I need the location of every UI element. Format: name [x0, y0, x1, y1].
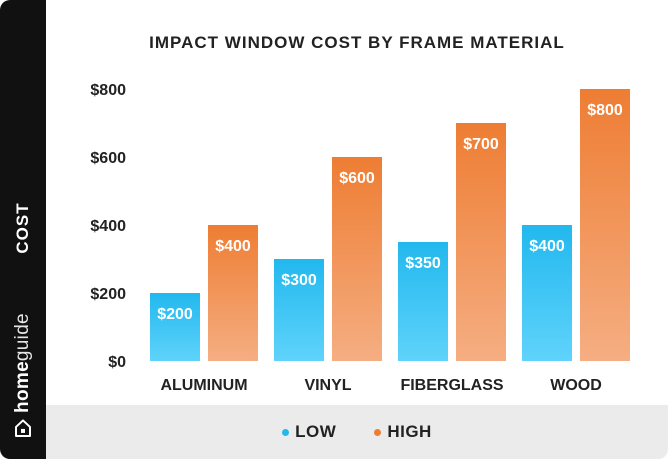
- y-tick-label: $0: [108, 354, 126, 371]
- bar-high: [208, 225, 258, 361]
- data-label: $700: [463, 136, 499, 153]
- bar-chart: $0 $200 $400 $600 $800 $200 $400 ALUMINUM $300 $6…: [90, 82, 630, 394]
- legend-label-high: HIGH: [387, 422, 432, 441]
- brand-name-light: guide: [12, 313, 33, 362]
- x-tick-label: ALUMINUM: [160, 377, 247, 394]
- brand-logo: homeguide: [12, 313, 34, 437]
- data-label: $300: [281, 272, 317, 289]
- y-axis-label: COST: [13, 202, 32, 254]
- data-label: $600: [339, 170, 375, 187]
- chart-title: IMPACT WINDOW COST BY FRAME MATERIAL: [149, 33, 565, 52]
- legend: LOW HIGH: [46, 405, 668, 459]
- brand-name: homeguide: [12, 313, 34, 413]
- data-label: $400: [529, 238, 565, 255]
- bar-high: [580, 89, 630, 361]
- sidebar: COST homeguide: [0, 0, 46, 459]
- x-tick-label: WOOD: [550, 377, 602, 394]
- data-label: $800: [587, 102, 623, 119]
- y-tick-label: $200: [90, 286, 126, 303]
- legend-swatch-low: [282, 428, 290, 436]
- data-label: $400: [215, 238, 251, 255]
- legend-label-low: LOW: [295, 422, 337, 441]
- y-tick-label: $400: [90, 218, 126, 235]
- bar-low: [522, 225, 572, 361]
- legend-item-low: LOW: [282, 422, 336, 442]
- data-label: $350: [405, 255, 441, 272]
- brand-name-bold: home: [12, 361, 33, 413]
- bar-high: [332, 157, 382, 361]
- bar-low: [398, 242, 448, 361]
- y-tick-label: $800: [90, 82, 126, 99]
- house-icon: [14, 418, 32, 438]
- y-tick-label: $600: [90, 150, 126, 167]
- legend-swatch-high: [374, 428, 382, 436]
- data-label: $200: [157, 306, 193, 323]
- bar-high: [456, 123, 506, 361]
- x-tick-label: FIBERGLASS: [400, 377, 503, 394]
- bar-low: [274, 259, 324, 361]
- legend-item-high: HIGH: [374, 422, 432, 442]
- x-tick-label: VINYL: [304, 377, 351, 394]
- bar-low: [150, 293, 200, 361]
